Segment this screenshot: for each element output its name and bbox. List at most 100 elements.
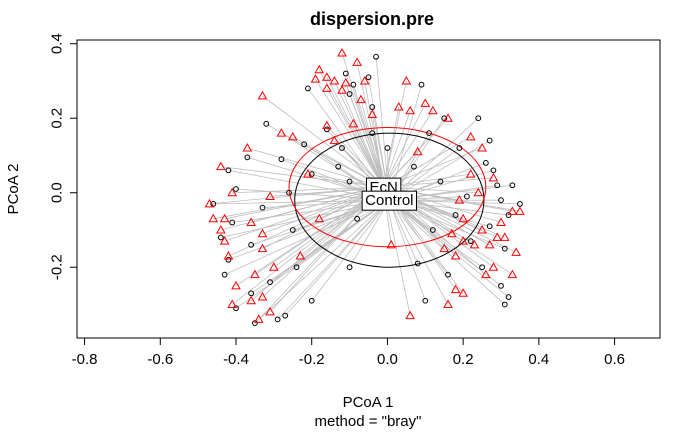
point-ecn-25 <box>477 143 487 152</box>
point-control-18 <box>456 145 463 151</box>
point-control-43 <box>289 227 296 233</box>
y-axis-title: PCoA 2 <box>5 164 22 215</box>
point-ecn-60 <box>295 251 306 260</box>
point-ecn-9 <box>321 83 332 92</box>
segment-ecn-72 <box>231 186 384 305</box>
point-ecn-61 <box>450 251 461 260</box>
point-control-44 <box>429 227 436 233</box>
point-control-54 <box>479 264 485 271</box>
point-ecn-73 <box>443 299 453 308</box>
segment-control-9 <box>389 117 479 201</box>
point-control-65 <box>252 320 258 327</box>
point-control-63 <box>233 305 239 312</box>
point-control-24 <box>490 167 497 174</box>
point-ecn-32 <box>227 187 238 197</box>
point-control-16 <box>339 145 345 151</box>
segment-ecn-28 <box>220 166 384 188</box>
point-control-9 <box>475 115 482 122</box>
point-ecn-28 <box>215 161 226 171</box>
point-control-30 <box>509 182 516 189</box>
segment-control-64 <box>284 199 390 316</box>
point-ecn-11 <box>257 90 268 100</box>
point-control-60 <box>308 297 315 304</box>
point-ecn-34 <box>473 187 484 197</box>
segment-control-61 <box>388 200 426 301</box>
point-ecn-23 <box>465 131 476 141</box>
point-control-67 <box>274 316 281 323</box>
point-control-4 <box>418 81 425 88</box>
point-control-58 <box>498 282 504 289</box>
x-axis-title: PCoA 1 <box>343 394 394 411</box>
point-ecn-76 <box>265 306 275 316</box>
point-ecn-6 <box>329 75 340 85</box>
point-control-5 <box>305 85 311 92</box>
point-ecn-44 <box>496 217 506 227</box>
point-ecn-64 <box>480 269 491 279</box>
point-control-22 <box>411 163 417 170</box>
point-ecn-33 <box>265 191 275 200</box>
point-ecn-2 <box>314 64 325 74</box>
point-ecn-13 <box>420 98 431 107</box>
x-axis-subtitle: method = "bray" <box>315 413 422 430</box>
point-control-66 <box>501 301 508 308</box>
point-ecn-67 <box>231 280 241 290</box>
point-ecn-71 <box>246 295 257 305</box>
segment-control-62 <box>389 199 509 298</box>
x-axis: -0.8 -0.6 -0.4 -0.2 0.0 0.2 0.4 0.6 <box>72 337 625 368</box>
point-control-59 <box>248 290 255 297</box>
y-tick-label-2: 0.2 <box>49 108 66 129</box>
point-ecn-22 <box>287 131 298 141</box>
point-control-11 <box>323 126 330 133</box>
point-ecn-70 <box>458 288 469 297</box>
point-ecn-3 <box>321 72 332 81</box>
point-ecn-43 <box>458 213 469 223</box>
point-ecn-1 <box>352 57 363 66</box>
segment-control-60 <box>311 199 390 301</box>
segment-control-14 <box>389 140 490 201</box>
point-control-35 <box>498 197 504 204</box>
point-control-38 <box>259 204 266 211</box>
point-control-52 <box>346 264 353 271</box>
point-control-7 <box>369 104 376 110</box>
point-ecn-57 <box>484 239 495 249</box>
y-tick-label-0: -0.2 <box>49 254 66 280</box>
point-control-20 <box>278 156 285 163</box>
point-ecn-51 <box>386 239 397 249</box>
point-ecn-69 <box>450 284 461 294</box>
point-ecn-35 <box>204 198 215 208</box>
point-ecn-58 <box>223 251 234 260</box>
segment-control-63 <box>235 199 390 309</box>
point-ecn-40 <box>219 213 230 223</box>
point-control-61 <box>422 297 429 304</box>
chart-title: dispersion.pre <box>310 9 434 29</box>
segment-ecn-32 <box>232 186 384 194</box>
point-control-31 <box>233 186 239 192</box>
point-control-0 <box>373 53 379 60</box>
point-control-10 <box>263 120 270 127</box>
point-ecn-16 <box>427 105 438 115</box>
segment-ecn-40 <box>224 186 384 220</box>
point-control-36 <box>517 201 523 207</box>
segment-control-55 <box>224 199 390 276</box>
y-axis: -0.2 0.0 0.2 0.4 <box>49 33 78 280</box>
point-control-47 <box>248 241 255 248</box>
segment-ecn-12 <box>360 99 385 188</box>
point-ecn-65 <box>250 269 260 279</box>
segment-ecn-58 <box>228 186 384 257</box>
segment-ecn-26 <box>247 147 384 188</box>
point-control-40 <box>452 212 459 218</box>
segment-control-52 <box>349 199 390 268</box>
point-ecn-63 <box>488 262 499 271</box>
point-ecn-30 <box>465 169 476 178</box>
point-ecn-31 <box>488 172 499 182</box>
point-control-32 <box>286 189 292 196</box>
point-ecn-74 <box>253 314 264 323</box>
segment-ecn-19 <box>352 123 385 188</box>
point-ecn-20 <box>321 120 332 130</box>
segments-layer <box>209 52 520 324</box>
segment-ecn-14 <box>383 106 400 188</box>
point-ecn-54 <box>257 243 268 253</box>
point-control-23 <box>482 160 489 166</box>
point-ecn-12 <box>356 94 366 104</box>
point-ecn-10 <box>337 85 347 94</box>
